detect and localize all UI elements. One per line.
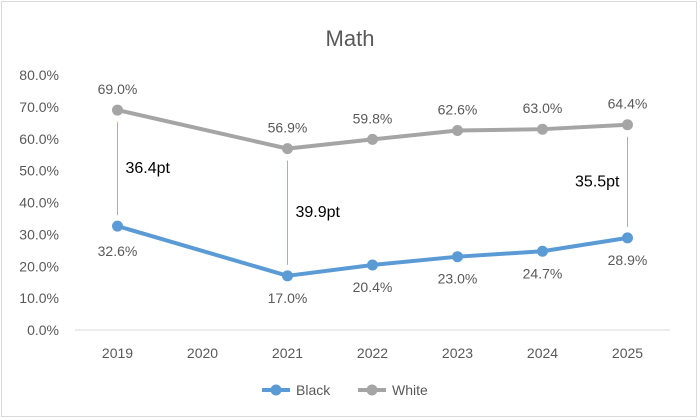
data-label: 28.9% xyxy=(608,252,648,268)
x-tick-label: 2025 xyxy=(612,345,643,361)
y-axis: 0.0% 10.0% 20.0% 30.0% 40.0% 50.0% 60.0% 70.0% 8… xyxy=(19,67,59,338)
y-tick-label: 60.0% xyxy=(19,131,59,147)
data-point-black xyxy=(367,259,378,271)
data-point-black xyxy=(622,232,633,244)
gap-label: 39.9pt xyxy=(296,204,341,221)
data-point-white xyxy=(282,143,293,155)
y-tick-label: 20.0% xyxy=(19,258,59,274)
data-label: 64.4% xyxy=(608,96,648,112)
x-tick-label: 2024 xyxy=(527,345,558,361)
data-label: 24.7% xyxy=(523,265,563,281)
legend-label: White xyxy=(392,382,428,398)
chart-title: Math xyxy=(326,26,375,51)
x-axis: 2019 2020 2021 2022 2023 2024 2025 xyxy=(75,329,670,361)
y-tick-label: 30.0% xyxy=(19,226,59,242)
data-point-black xyxy=(452,251,463,263)
legend: Black White xyxy=(262,382,428,398)
data-point-black xyxy=(112,220,123,232)
data-point-black xyxy=(282,270,293,282)
legend-item-black[interactable]: Black xyxy=(262,382,331,398)
data-label: 59.8% xyxy=(353,110,393,126)
data-label: 23.0% xyxy=(438,271,478,287)
legend-marker xyxy=(270,384,282,396)
x-tick-label: 2021 xyxy=(272,345,303,361)
data-label: 69.0% xyxy=(98,81,138,97)
gap-label: 35.5pt xyxy=(575,173,620,190)
legend-marker xyxy=(366,384,378,396)
data-point-white xyxy=(367,133,378,145)
x-tick-label: 2023 xyxy=(442,345,473,361)
legend-item-white[interactable]: White xyxy=(358,382,428,398)
data-label: 32.6% xyxy=(98,243,138,259)
y-tick-label: 0.0% xyxy=(27,322,59,338)
series-line-white xyxy=(117,108,628,151)
y-tick-label: 80.0% xyxy=(19,67,59,83)
x-tick-label: 2022 xyxy=(357,345,388,361)
data-point-black xyxy=(537,245,548,257)
data-labels: 32.6% 17.0% 20.4% 23.0% 24.7% 28.9% 69.0% 56.9%… xyxy=(98,81,648,306)
data-label: 20.4% xyxy=(353,279,393,295)
data-label: 17.0% xyxy=(268,290,308,306)
series-group xyxy=(112,104,633,282)
gap-label: 36.4pt xyxy=(126,160,171,177)
y-tick-label: 50.0% xyxy=(19,163,59,179)
data-point-white xyxy=(622,119,633,131)
y-tick-label: 10.0% xyxy=(19,290,59,306)
data-point-white xyxy=(537,123,548,135)
data-label: 56.9% xyxy=(268,120,308,136)
legend-label: Black xyxy=(296,382,331,398)
gap-annotations: 36.4pt 39.9pt 35.5pt xyxy=(117,122,628,265)
data-point-white xyxy=(452,124,463,136)
x-tick-label: 2019 xyxy=(102,345,133,361)
data-point-white xyxy=(112,104,123,116)
y-tick-label: 40.0% xyxy=(19,195,59,211)
series-line-black xyxy=(116,224,628,278)
data-label: 62.6% xyxy=(438,101,478,117)
x-tick-label: 2020 xyxy=(187,345,218,361)
data-label: 63.0% xyxy=(523,100,563,116)
y-tick-label: 70.0% xyxy=(19,99,59,115)
